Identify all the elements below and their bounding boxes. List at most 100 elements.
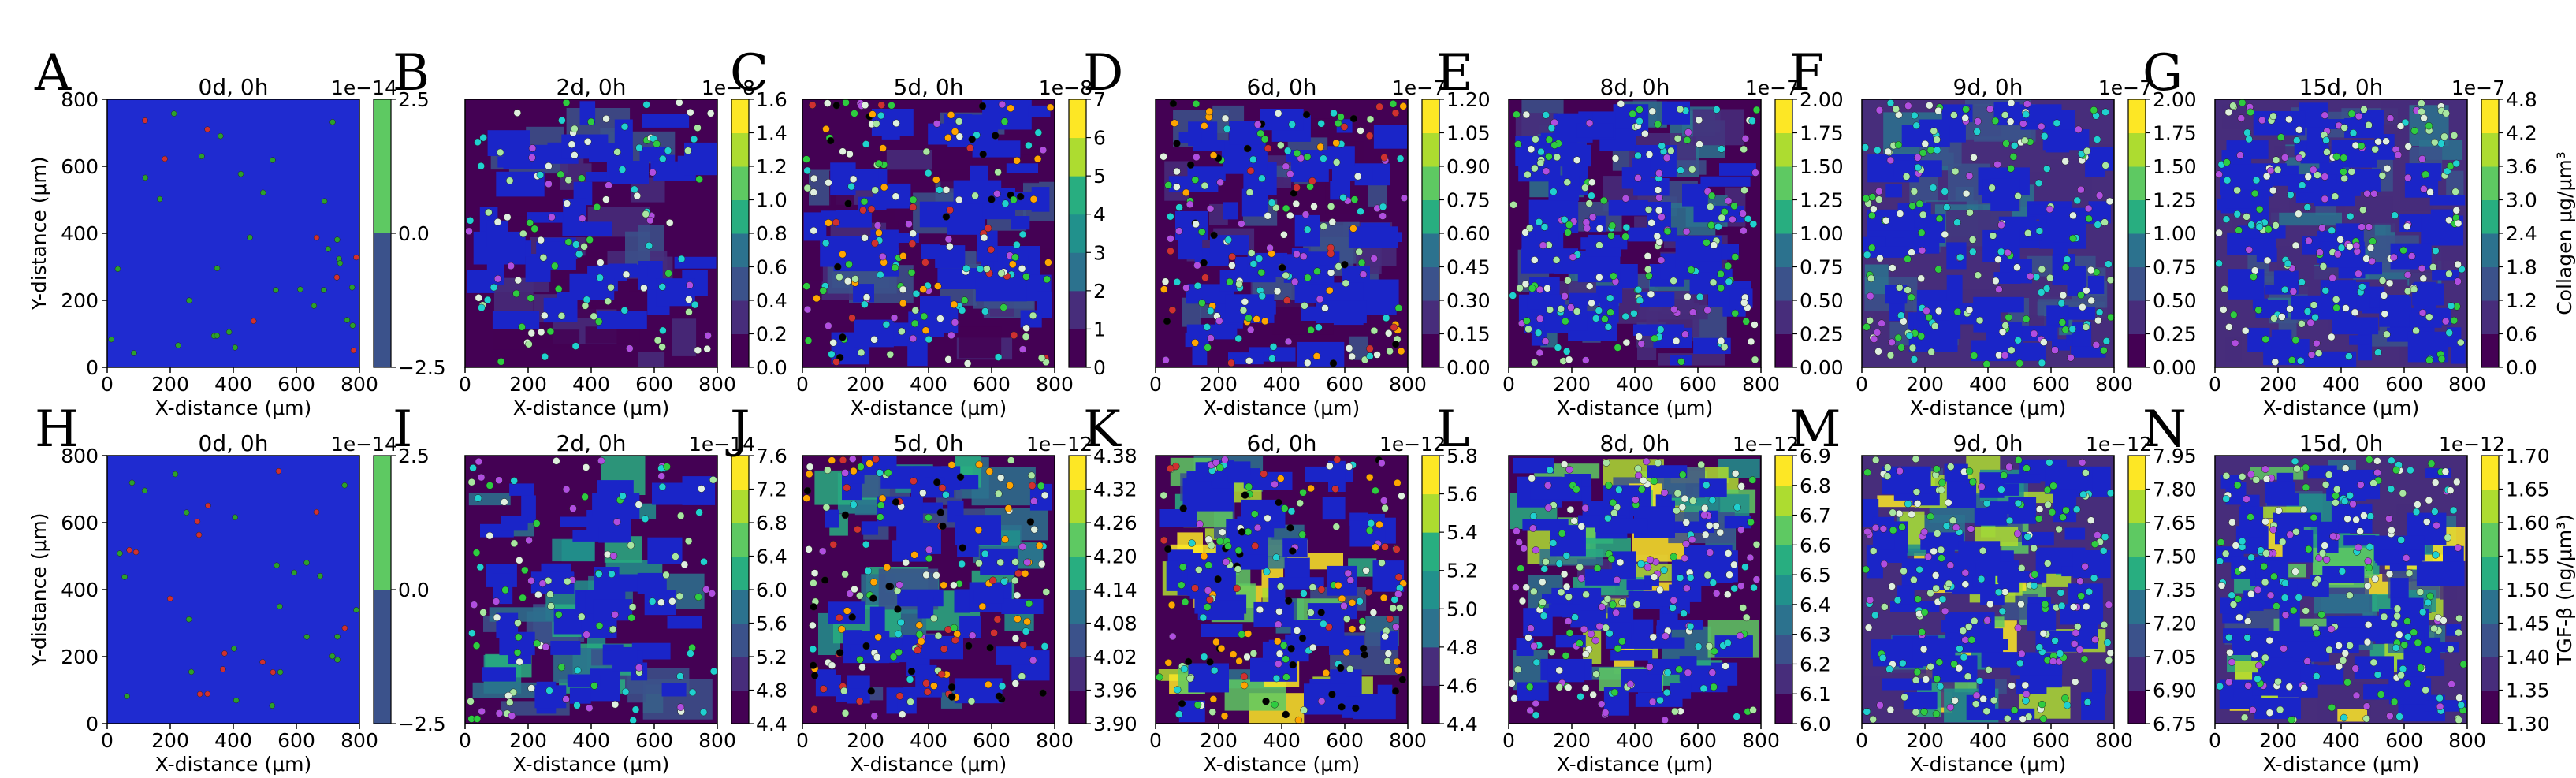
colorbar-tick-label: 5.8: [1446, 445, 1478, 467]
cell-agent: [2356, 527, 2364, 535]
cell-agent: [930, 614, 938, 623]
cell-agent: [1570, 517, 1578, 525]
cell-agent: [2381, 310, 2389, 318]
cell-agent: [2450, 132, 2459, 140]
cell-cluster: [1993, 272, 2021, 284]
cell-agent: [1560, 460, 1569, 468]
x-tick-label: 600: [635, 729, 673, 752]
cell-agent: [1167, 235, 1174, 243]
cell-agent: [1711, 647, 1718, 656]
x-tick-label: 800: [341, 729, 378, 752]
cell-agent: [1657, 256, 1666, 264]
cell-agent: [2278, 313, 2286, 321]
cell-cluster: [1981, 652, 2024, 668]
y-axis-label: Y-distance (μm): [28, 157, 50, 311]
cell-agent: [1965, 467, 1974, 475]
cell-agent: [995, 490, 1003, 498]
cell-agent: [2014, 192, 2022, 200]
cell-agent: [1866, 317, 1874, 325]
cell-agent: [2005, 313, 2012, 322]
cell-agent: [2296, 357, 2305, 365]
cell-agent: [1724, 638, 1732, 647]
cell-agent: [1565, 221, 1573, 229]
cell-agent: [2346, 591, 2354, 600]
colorbar-exponent: 1e−7: [1745, 76, 1799, 99]
cell-agent: [1703, 306, 1711, 315]
cell-agent: [1296, 499, 1304, 508]
cell-agent: [2092, 341, 2101, 349]
colorbar-band: [2128, 690, 2146, 724]
cell-agent: [1400, 194, 1409, 202]
cell-agent: [604, 297, 612, 305]
cell-cluster: [492, 311, 540, 329]
cell-agent: [2024, 229, 2032, 237]
cell-agent: [1610, 509, 1618, 517]
cell-agent: [1741, 135, 1750, 143]
cell-agent: [1870, 205, 1878, 213]
cell-agent: [1968, 236, 1977, 244]
cell-agent: [469, 464, 477, 472]
cell-agent: [1687, 266, 1696, 274]
cell-agent: [1576, 563, 1584, 571]
cell-agent: [892, 119, 900, 128]
cell-agent: [1340, 123, 1349, 131]
cell-agent: [687, 650, 694, 657]
cell-agent: [1737, 482, 1745, 490]
cell-agent: [1394, 667, 1402, 675]
cell-agent: [955, 195, 963, 204]
cell-agent: [507, 262, 515, 270]
cell-agent: [1175, 710, 1183, 718]
cell-agent: [925, 545, 933, 554]
cell-agent: [864, 567, 873, 575]
cell-agent: [2232, 542, 2240, 549]
cell-agent: [195, 531, 203, 538]
colorbar: −2.50.02.51e−14: [331, 76, 446, 379]
cell-agent: [1320, 222, 1328, 230]
cell-agent: [676, 99, 683, 106]
cell-agent: [527, 576, 535, 585]
cell-agent: [1037, 482, 1045, 490]
colorbar-tick-label: 6.6: [1800, 534, 1831, 557]
colorbar-band: [1775, 485, 1792, 516]
cell-agent: [2241, 326, 2250, 335]
cell-agent: [2425, 313, 2433, 321]
cell-agent: [978, 102, 987, 110]
cell-agent: [519, 229, 527, 238]
colorbar-tick-label: 0: [1093, 356, 1106, 379]
x-tick-label: 600: [2385, 729, 2423, 752]
cell-agent: [2225, 323, 2233, 331]
cell-agent: [2377, 691, 2385, 698]
cell-agent: [1274, 637, 1282, 646]
cell-agent: [2457, 701, 2466, 709]
cell-agent: [1521, 229, 1529, 236]
x-tick-label: 200: [509, 373, 547, 396]
cell-agent: [838, 625, 846, 633]
cell-agent: [828, 661, 836, 669]
cell-agent: [1554, 344, 1562, 352]
cell-agent: [1617, 100, 1625, 108]
cell-agent: [1182, 284, 1190, 292]
cell-agent: [695, 175, 703, 184]
cell-agent: [664, 147, 672, 154]
cell-agent: [1603, 595, 1612, 603]
colorbar-tick-label: 3.6: [2506, 155, 2537, 178]
y-axis-label: Y-distance (μm): [28, 513, 50, 668]
cell-agent: [1581, 684, 1590, 692]
x-tick-label: 600: [2385, 373, 2423, 396]
colorbar-tick-label: 1.75: [2153, 122, 2197, 145]
cell-agent: [2357, 481, 2365, 489]
cell-agent: [965, 642, 973, 650]
cell-agent: [1969, 248, 1977, 256]
cell-cluster: [1958, 541, 2001, 563]
cell-agent: [2407, 252, 2416, 260]
colorbar-tick-label: 0.8: [756, 222, 787, 245]
colorbar-band: [731, 556, 749, 590]
cell-agent: [2099, 547, 2108, 555]
cell-agent: [810, 705, 818, 713]
x-tick-label: 600: [635, 373, 673, 396]
cell-agent: [631, 705, 640, 713]
cell-agent: [843, 483, 851, 492]
cell-agent: [2359, 206, 2367, 214]
cell-agent: [841, 709, 850, 717]
